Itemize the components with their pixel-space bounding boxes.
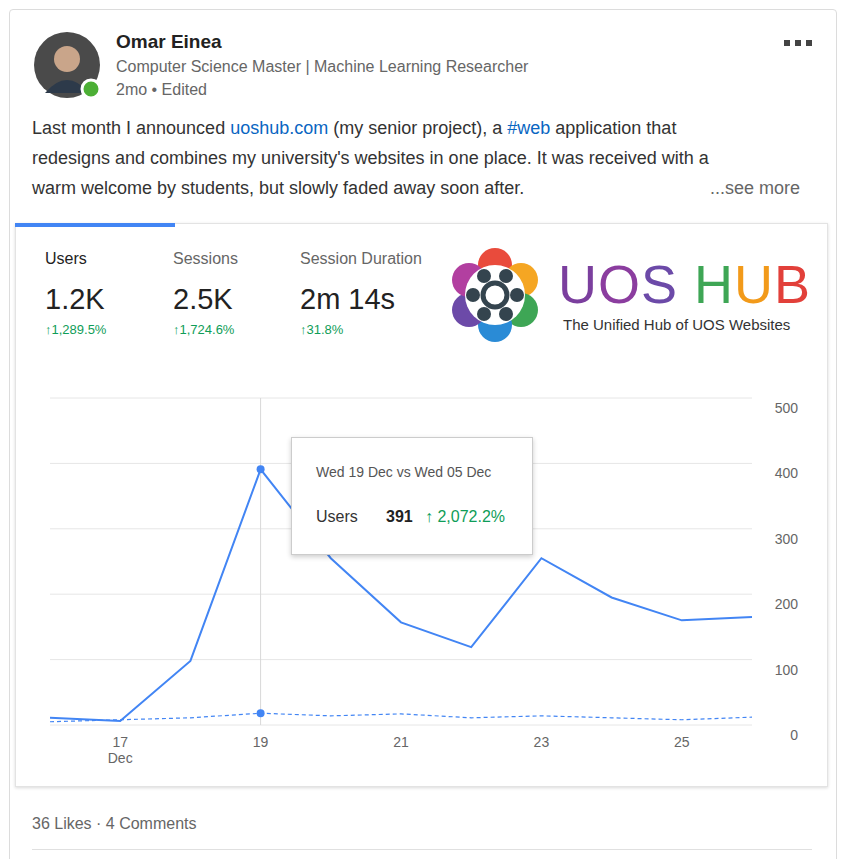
html-text:2mo • Edited: 2mo • Edited — [116, 81, 207, 98]
html-text:...see more: ...see more — [710, 178, 800, 198]
html-text:↑1,724.6%: ↑1,724.6% — [173, 322, 235, 337]
svg-text:21: 21 — [393, 734, 409, 750]
svg-text:200: 200 — [775, 596, 799, 612]
html-text:Sessions: Sessions — [173, 250, 238, 267]
svg-text:25: 25 — [674, 734, 690, 750]
html-text:Wed 19 Dec vs Wed 05 Dec: Wed 19 Dec vs Wed 05 Dec — [316, 464, 492, 480]
svg-text:23: 23 — [534, 734, 550, 750]
html-text:Users: Users — [316, 508, 358, 525]
svg-text:300: 300 — [775, 531, 799, 547]
html-text:391: 391 — [386, 508, 413, 525]
svg-text:100: 100 — [775, 662, 799, 678]
svg-text:0: 0 — [790, 727, 798, 743]
html-text:U O S H U B: U O S H U B — [558, 254, 812, 314]
html-text:Omar Einea: Omar Einea — [116, 31, 222, 52]
html-text:1.2K: 1.2K — [45, 283, 105, 315]
html-text:Users: Users — [45, 250, 87, 267]
svg-text:19: 19 — [253, 734, 269, 750]
svg-text:400: 400 — [775, 465, 799, 481]
html-text:redesigns and combines my univ: redesigns and combines my university's w… — [32, 148, 709, 168]
html-text:2m 14s: 2m 14s — [300, 283, 396, 315]
html-text:warm welcome by students, but: warm welcome by students, but slowly fad… — [32, 178, 525, 198]
html-text:↑1,289.5%: ↑1,289.5% — [45, 322, 107, 337]
html-text:↑ 2,072.2%: ↑ 2,072.2% — [425, 508, 506, 525]
html-text:Computer Science Master | Mach: Computer Science Master | Machine Learni… — [116, 58, 529, 75]
html-text:Session Duration: Session Duration — [300, 250, 422, 267]
html-text:Last month I announced uoshub.: Last month I announced uoshub.com (my se… — [32, 118, 677, 138]
html-text:36 Likes · 4 Comments: 36 Likes · 4 Comments — [32, 815, 197, 832]
html-text:↑31.8%: ↑31.8% — [300, 322, 344, 337]
html-text:The Unified Hub of UOS Website: The Unified Hub of UOS Websites — [563, 316, 791, 333]
svg-text:500: 500 — [775, 400, 799, 416]
svg-text:17Dec: 17Dec — [108, 734, 133, 766]
html-text:2.5K: 2.5K — [173, 283, 233, 315]
